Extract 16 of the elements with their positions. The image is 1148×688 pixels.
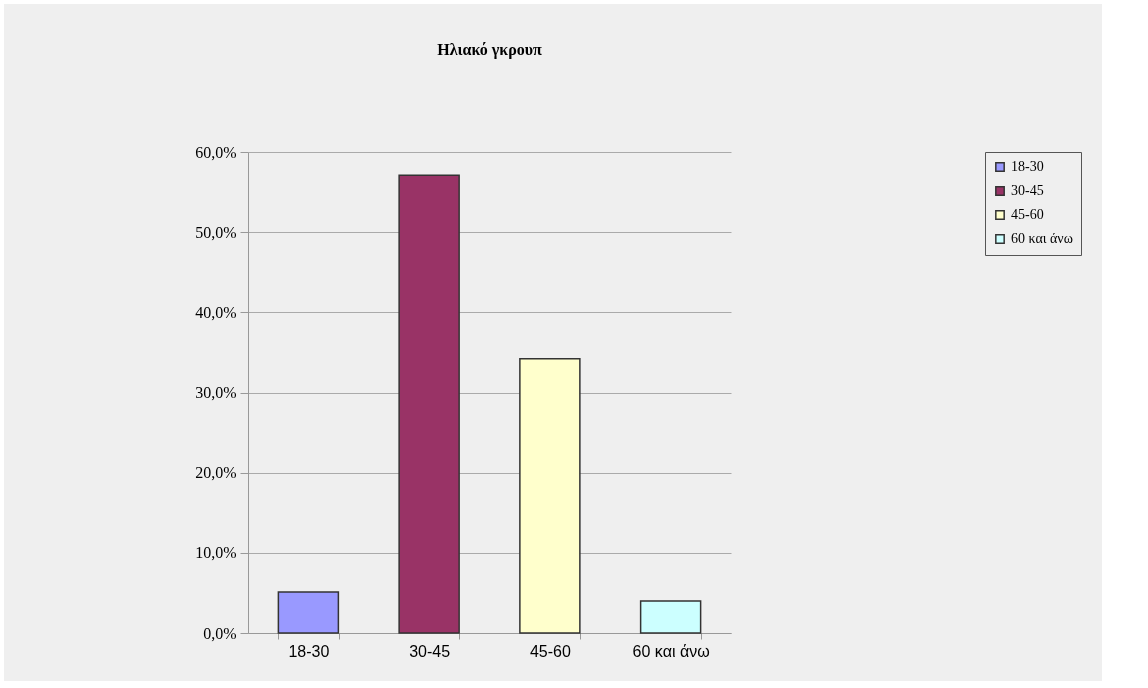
y-tick-label: 30,0% xyxy=(195,384,237,401)
y-tick-label: 0,0% xyxy=(203,624,237,642)
y-tick-label: 40,0% xyxy=(195,303,237,321)
x-tick-label: 45-60 xyxy=(529,642,571,660)
legend-label: 18-30 xyxy=(1011,159,1044,174)
y-tick-label: 60,0% xyxy=(195,143,237,161)
chart-title: Ηλιακό γκρουπ xyxy=(437,41,543,59)
y-tick-label: 10,0% xyxy=(195,544,237,562)
legend-label: 30-45 xyxy=(1011,183,1044,198)
x-tick-label: 60 και άνω xyxy=(632,642,710,660)
legend-label: 60 και άνω xyxy=(1011,231,1073,246)
x-tick-label: 30-45 xyxy=(409,642,451,660)
y-tick-label: 50,0% xyxy=(195,223,237,241)
y-tick-label: 20,0% xyxy=(195,464,237,482)
x-tick-label: 18-30 xyxy=(288,642,330,660)
legend-label: 45-60 xyxy=(1011,207,1044,222)
